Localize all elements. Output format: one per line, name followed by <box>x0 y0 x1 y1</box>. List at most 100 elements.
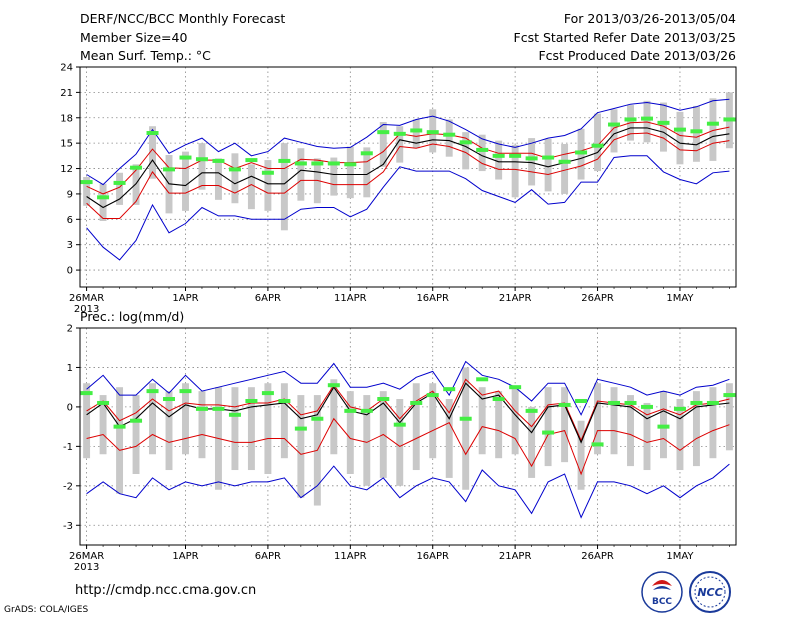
prec-observed-marker <box>311 416 324 421</box>
temp-spread-box <box>709 98 717 161</box>
prec-spread-box <box>627 395 634 467</box>
temp-spread-box <box>511 144 519 198</box>
temp-xtick-label: 1APR <box>172 293 198 304</box>
prec-observed-marker <box>608 400 621 405</box>
prec-year-label: 2013 <box>74 562 99 573</box>
temp-spread-box <box>396 126 404 163</box>
temp-median-line <box>86 127 730 209</box>
temp-spread-box <box>247 164 255 210</box>
temp-observed-marker <box>558 159 571 164</box>
prec-spread-box <box>445 399 453 478</box>
temp-xtick-label: 26APR <box>581 293 614 304</box>
prec-spread-box <box>264 383 272 474</box>
prec-spread-box <box>198 391 206 459</box>
temp-observed-marker <box>228 167 241 172</box>
precip-panel-title: Prec.: log(mm/d) <box>80 309 184 324</box>
temp-xtick-label: 1MAY <box>666 293 694 304</box>
prec-observed-marker <box>97 400 110 405</box>
prec-upper-red-line <box>86 378 730 442</box>
temp-spread-box <box>280 143 288 231</box>
temp-upper-blue-line <box>86 98 730 186</box>
prec-spread-box <box>83 383 91 459</box>
prec-observed-marker <box>360 408 373 413</box>
temp-spread-box <box>149 126 156 179</box>
temp-observed-marker <box>410 128 423 133</box>
prec-ytick-label: -2 <box>63 481 73 492</box>
prec-spread-box <box>577 420 585 490</box>
bcc-logo-text: BCC <box>652 597 672 607</box>
temp-spread-box <box>379 122 387 167</box>
temp-observed-marker <box>640 116 653 121</box>
prec-observed-marker <box>393 422 406 427</box>
prec-observed-marker <box>706 400 719 405</box>
forecast-period: For 2013/03/26-2013/05/04 <box>563 11 736 26</box>
temp-spread-box <box>412 119 420 149</box>
temp-observed-marker <box>311 161 324 166</box>
temp-observed-marker <box>327 161 340 166</box>
temp-xtick-label: 6APR <box>255 293 281 304</box>
prec-lower-red-line <box>86 417 730 476</box>
prec-frame <box>79 327 737 546</box>
prec-spread-box <box>676 399 684 471</box>
temp-spread-box <box>676 111 684 165</box>
temp-spread-box <box>99 183 107 221</box>
temp-spread-box <box>297 148 305 201</box>
temp-ytick-label: 6 <box>67 215 73 226</box>
prec-observed-marker <box>690 400 703 405</box>
prec-spread-box <box>594 383 602 455</box>
temp-observed-marker <box>426 130 439 135</box>
temp-observed-marker <box>130 165 143 170</box>
prec-ytick-label: -1 <box>63 442 73 453</box>
prec-observed-marker <box>80 391 93 396</box>
temp-spread-box <box>83 177 91 206</box>
temp-observed-marker <box>591 143 604 148</box>
temp-spread-box <box>445 119 453 157</box>
prec-spread-box <box>149 383 156 455</box>
prec-xtick-label: 1MAY <box>666 551 694 562</box>
prec-spread-box <box>330 379 338 455</box>
temp-spread-box <box>692 105 700 162</box>
temp-ytick-label: 3 <box>67 240 73 251</box>
bcc-logo: BCC <box>641 571 683 613</box>
temp-observed-marker <box>294 161 307 166</box>
prec-spread-box <box>132 395 140 474</box>
prec-observed-marker <box>673 406 686 411</box>
grads-credit: GrADS: COLA/IGES <box>4 605 89 615</box>
temp-upper-red-line <box>86 121 730 195</box>
prec-observed-marker <box>575 398 588 403</box>
prec-observed-marker <box>542 430 555 435</box>
temp-observed-marker <box>624 117 637 122</box>
prec-observed-marker <box>476 377 489 382</box>
prec-spread-box <box>478 387 486 455</box>
temperature-panel: 0 3 6 9 12 15 18 21 24 26MAR 1APR 6APR 11APR 16APR 21A… <box>60 63 737 315</box>
prec-observed-marker <box>591 442 604 447</box>
website-url[interactable]: http://cmdp.ncc.cma.gov.cn <box>75 583 257 598</box>
prec-spread-box <box>429 383 437 459</box>
prec-spread-box <box>396 399 404 486</box>
prec-observed-marker <box>492 397 505 402</box>
prec-observed-marker <box>624 400 637 405</box>
prec-xtick-label: 1APR <box>172 551 198 562</box>
temp-observed-marker <box>575 150 588 155</box>
temp-spread-box <box>462 132 470 170</box>
temp-observed-marker <box>245 158 258 163</box>
prec-spread-box <box>495 391 503 459</box>
temp-observed-marker <box>443 132 456 137</box>
temp-observed-marker <box>97 195 110 200</box>
temp-observed-marker <box>212 158 225 163</box>
prec-spread-box <box>544 387 552 467</box>
precipitation-panel: -3 -2 -1 0 1 2 26MAR 1APR 6APR 11APR 16APR 21APR 26A… <box>63 324 737 573</box>
prec-xtick-label: 26APR <box>581 551 614 562</box>
prec-xtick-label: 26MAR <box>69 551 104 562</box>
prec-observed-marker <box>443 387 456 392</box>
temp-year-label: 2013 <box>74 304 99 315</box>
prec-observed-marker <box>657 424 670 429</box>
ncc-logo-text: NCC <box>697 586 722 599</box>
prec-xtick-label: 21APR <box>499 551 532 562</box>
prec-median-line <box>86 382 730 444</box>
prec-ytick-label: 1 <box>67 363 73 374</box>
prec-ytick-label: 0 <box>67 402 73 413</box>
prec-observed-marker <box>558 402 571 407</box>
temp-spread-box <box>544 138 552 192</box>
prec-spread-box <box>462 367 470 490</box>
